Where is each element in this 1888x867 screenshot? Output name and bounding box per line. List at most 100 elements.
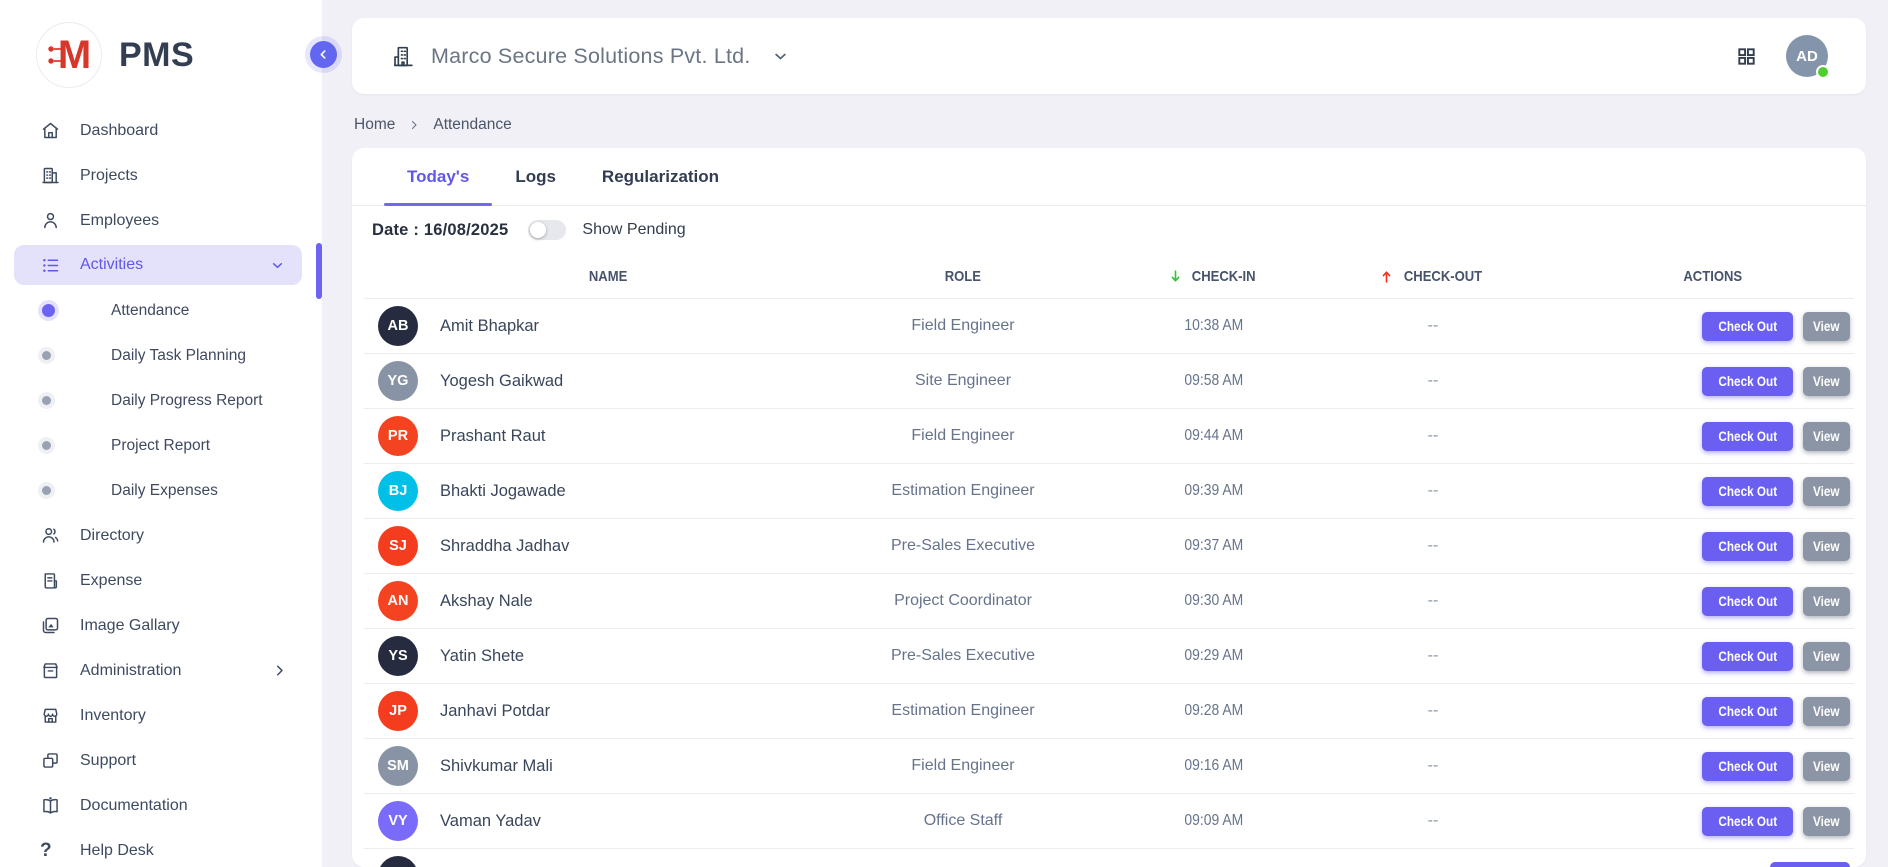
sidebar-subitem-daily-task-planning[interactable]: Daily Task Planning	[0, 333, 322, 378]
sidebar-item-activities[interactable]: Activities	[14, 243, 322, 299]
row-actions: Check Out View	[1576, 366, 1850, 396]
row-actions: Check Out View	[1576, 806, 1850, 836]
check-out-button[interactable]: Check Out	[1702, 311, 1793, 341]
bullet-icon	[42, 351, 51, 360]
tab-logs[interactable]: Logs	[515, 166, 556, 186]
view-button[interactable]: View	[1803, 751, 1850, 781]
check-out-button[interactable]: Check Out	[1702, 751, 1793, 781]
employee-role: Estimation Engineer	[891, 482, 1035, 499]
main-area: Marco Secure Solutions Pvt. Ltd. AD Home…	[322, 0, 1888, 867]
sidebar-item-administration[interactable]: Administration	[0, 648, 322, 693]
filter-row: Date : 16/08/2025 Show Pending	[352, 206, 1866, 254]
people-icon	[40, 525, 61, 546]
check-in-time: 09:30 AM	[1184, 592, 1244, 609]
sidebar-item-employees[interactable]: Employees	[0, 198, 322, 243]
copy-icon	[40, 750, 61, 771]
column-header-check-out[interactable]: CHECK-OUT	[1290, 268, 1576, 285]
employee-name: Shraddha Jadhav	[440, 536, 570, 555]
row-actions: Check Out View	[1576, 311, 1850, 341]
chevron-right-icon	[271, 662, 288, 679]
check-out-button[interactable]: Check Out	[1702, 476, 1793, 506]
column-header-actions: ACTIONS	[1576, 268, 1850, 285]
table-row: AB Amit Bhapkar Field Engineer 10:38 AM -- Ch…	[364, 298, 1854, 353]
sidebar-item-label: Projects	[80, 166, 138, 184]
row-actions: Check Out View	[1576, 641, 1850, 671]
sidebar-subitem-daily-expenses[interactable]: Daily Expenses	[0, 468, 322, 513]
avatar: BJ	[378, 471, 418, 511]
sidebar-item-help-desk[interactable]: ? Help Desk	[0, 828, 322, 867]
sidebar-item-directory[interactable]: Directory	[0, 513, 322, 558]
attendance-card: Today's Logs Regularization Date : 16/08/2…	[352, 148, 1866, 867]
view-button[interactable]: View	[1803, 531, 1850, 561]
user-avatar[interactable]: AD	[1786, 35, 1830, 79]
view-button[interactable]: View	[1803, 311, 1850, 341]
company-selector[interactable]: Marco Secure Solutions Pvt. Ltd.	[390, 44, 790, 69]
breadcrumb-home[interactable]: Home	[354, 116, 396, 133]
employee-role: Field Engineer	[911, 427, 1015, 444]
column-header-check-in[interactable]: CHECK-IN	[1138, 268, 1290, 285]
check-out-time: --	[1427, 427, 1439, 444]
avatar: YG	[378, 361, 418, 401]
table-row: BJ Bhakti Jogawade Estimation Engineer 09:3…	[364, 463, 1854, 518]
avatar: PR	[378, 416, 418, 456]
row-actions: Check Out View	[1576, 531, 1850, 561]
sidebar-item-label: Support	[80, 751, 137, 769]
sidebar-item-image-gallary[interactable]: Image Gallary	[0, 603, 322, 648]
check-out-time: --	[1427, 757, 1439, 774]
show-pending-toggle[interactable]	[528, 220, 567, 240]
sidebar-item-support[interactable]: Support	[0, 738, 322, 783]
view-button[interactable]: View	[1803, 366, 1850, 396]
employee-role: Office Staff	[923, 812, 1003, 829]
row-actions: Check Out View	[1576, 421, 1850, 451]
table-row: SM Shivkumar Mali Field Engineer 09:16 AM --…	[364, 738, 1854, 793]
tab-bar: Today's Logs Regularization	[352, 148, 1866, 206]
sidebar-item-dashboard[interactable]: Dashboard	[0, 108, 322, 153]
check-out-time: --	[1427, 372, 1439, 389]
sidebar: M PMS Dashboard Projects Employees Activiti…	[0, 0, 322, 867]
list-icon	[40, 255, 61, 276]
view-button[interactable]: View	[1803, 586, 1850, 616]
sidebar-item-label: Administration	[80, 661, 182, 679]
action-button[interactable]	[1770, 861, 1850, 867]
sidebar-item-inventory[interactable]: Inventory	[0, 693, 322, 738]
sidebar-subitem-attendance[interactable]: Attendance	[0, 288, 322, 333]
employee-role: Estimation Engineer	[891, 702, 1035, 719]
avatar: SJ	[378, 526, 418, 566]
apps-grid-icon[interactable]	[1735, 45, 1758, 68]
sidebar-item-documentation[interactable]: Documentation	[0, 783, 322, 828]
check-in-time: 10:38 AM	[1184, 317, 1244, 334]
column-header-label: CHECK-IN	[1192, 267, 1256, 285]
view-button[interactable]: View	[1803, 641, 1850, 671]
sidebar-item-label: Dashboard	[80, 121, 159, 139]
check-out-button[interactable]: Check Out	[1702, 586, 1793, 616]
breadcrumb: Home Attendance	[354, 116, 1866, 134]
check-out-button[interactable]: Check Out	[1702, 806, 1793, 836]
avatar	[378, 856, 418, 867]
view-button[interactable]: View	[1803, 806, 1850, 836]
view-button[interactable]: View	[1803, 696, 1850, 726]
sidebar-item-expense[interactable]: Expense	[0, 558, 322, 603]
person-icon	[40, 210, 61, 231]
check-out-time: --	[1427, 812, 1439, 829]
check-out-button[interactable]: Check Out	[1702, 421, 1793, 451]
tab-today-s[interactable]: Today's	[384, 148, 493, 206]
avatar: AN	[378, 581, 418, 621]
check-in-time: 09:09 AM	[1184, 812, 1244, 829]
sidebar-subitem-daily-progress-report[interactable]: Daily Progress Report	[0, 378, 322, 423]
check-out-button[interactable]: Check Out	[1702, 696, 1793, 726]
sidebar-collapse-button[interactable]	[310, 41, 337, 68]
view-button[interactable]: View	[1803, 476, 1850, 506]
tab-regularization[interactable]: Regularization	[601, 166, 720, 186]
archive-icon	[40, 660, 61, 681]
check-out-button[interactable]: Check Out	[1702, 366, 1793, 396]
table-rows: AB Amit Bhapkar Field Engineer 10:38 AM -- Ch…	[364, 298, 1854, 867]
app-name: PMS	[119, 35, 195, 74]
sidebar-item-projects[interactable]: Projects	[0, 153, 322, 198]
view-button[interactable]: View	[1803, 421, 1850, 451]
company-name: Marco Secure Solutions Pvt. Ltd.	[431, 43, 751, 68]
logo-circuit-dots	[48, 46, 61, 64]
sidebar-subitem-project-report[interactable]: Project Report	[0, 423, 322, 468]
check-out-button[interactable]: Check Out	[1702, 641, 1793, 671]
bullet-icon	[42, 441, 51, 450]
check-out-button[interactable]: Check Out	[1702, 531, 1793, 561]
